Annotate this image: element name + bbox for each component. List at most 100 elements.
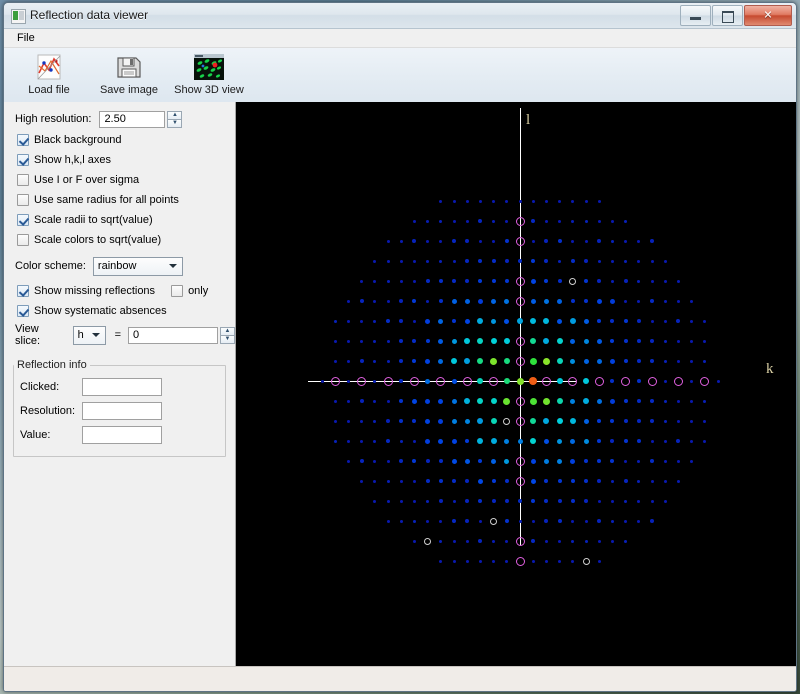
reflection-point (412, 239, 417, 243)
checkbox-use-same-radius-box[interactable] (17, 194, 29, 206)
reflection-point (438, 499, 443, 503)
reflection-point (478, 499, 483, 503)
reflection-point (610, 259, 614, 263)
reflection-point (373, 379, 377, 383)
reflection-point (529, 377, 538, 385)
reflection-point (333, 339, 337, 343)
checkbox-missing-only-box[interactable] (171, 285, 184, 297)
minimize-button[interactable] (680, 5, 711, 26)
view-slice-axis-select[interactable]: h (72, 325, 106, 345)
checkbox-scale-colors[interactable]: Scale colors to sqrt(value) (4, 230, 235, 250)
reflection-info-clicked-input[interactable] (82, 378, 162, 396)
checkbox-black-background[interactable]: Black background (4, 130, 235, 150)
show-3d-view-button[interactable]: Show 3D view (174, 52, 244, 96)
reflection-point (663, 279, 667, 283)
reflection-info-legend: Reflection info (17, 359, 87, 371)
checkbox-show-systematic-absences-box[interactable] (17, 305, 29, 317)
reflection-point (530, 458, 536, 464)
checkbox-show-hkl-axes-box[interactable] (17, 154, 29, 166)
reflection-point (584, 219, 588, 223)
reflection-point (531, 499, 536, 503)
reflection-point (425, 438, 431, 444)
maximize-button[interactable] (712, 5, 743, 26)
reflection-point (425, 378, 431, 384)
checkbox-use-i-or-f-over-sigma-box[interactable] (17, 174, 29, 186)
reflection-point (597, 559, 601, 563)
checkbox-black-background-box[interactable] (17, 134, 29, 146)
reflection-point (451, 418, 457, 424)
checkbox-show-systematic-absences-label: Show systematic absences (34, 305, 167, 317)
reflection-point (360, 279, 364, 283)
reflection-point (412, 339, 417, 343)
reflection-point (690, 459, 694, 463)
menu-bar: File (4, 29, 796, 48)
reflection-point (557, 458, 563, 464)
view-slice-axis-value: h (77, 329, 84, 341)
systematic-absence-marker (503, 417, 511, 425)
reflection-point (412, 219, 416, 223)
checkbox-scale-colors-box[interactable] (17, 234, 29, 246)
checkbox-scale-radii-box[interactable] (17, 214, 29, 226)
reflection-point (597, 199, 601, 203)
missing-reflection-marker (515, 276, 525, 286)
checkbox-use-same-radius[interactable]: Use same radius for all points (4, 190, 235, 210)
reciprocal-lattice-plot[interactable]: l k (236, 102, 796, 666)
reflection-point (517, 438, 523, 444)
reflection-point (543, 298, 549, 304)
reflection-point (543, 438, 549, 444)
reflection-point (477, 378, 484, 384)
systematic-absence-marker (582, 557, 590, 565)
checkbox-show-missing-reflections-box[interactable] (17, 285, 29, 297)
window-controls: ✕ (680, 5, 792, 26)
checkbox-show-hkl-axes[interactable]: Show h,k,l axes (4, 150, 235, 170)
missing-reflection-marker (515, 356, 525, 366)
checkbox-use-i-or-f-over-sigma[interactable]: Use I or F over sigma (4, 170, 235, 190)
window-title: Reflection data viewer (30, 8, 149, 22)
reflection-point (663, 399, 667, 403)
menu-item-file[interactable]: File (17, 32, 35, 44)
reflection-point (412, 279, 416, 283)
checkbox-show-systematic-absences[interactable]: Show systematic absences (4, 301, 235, 321)
reflection-point (490, 338, 497, 344)
save-image-button[interactable]: Save image (98, 52, 160, 96)
reflection-point (610, 219, 614, 223)
reflection-point (558, 219, 562, 223)
reflection-point (426, 239, 430, 243)
reflection-point (399, 239, 403, 243)
reflection-point (624, 239, 628, 243)
reflection-point (333, 319, 337, 323)
view-slice-spinner[interactable]: ▲ ▼ (220, 326, 235, 344)
reflection-point (425, 279, 430, 283)
reflection-point (492, 539, 496, 543)
reflection-point (543, 338, 550, 344)
reflection-point (690, 359, 694, 363)
reflection-point (373, 459, 377, 463)
missing-reflection-marker (673, 376, 683, 386)
checkbox-scale-radii[interactable]: Scale radii to sqrt(value) (4, 210, 235, 230)
load-file-button[interactable]: Load file (18, 52, 80, 96)
reflection-point (491, 298, 497, 304)
high-resolution-spin-down[interactable]: ▼ (167, 119, 183, 128)
reflection-point (346, 419, 350, 423)
view-slice-spin-down[interactable]: ▼ (220, 335, 235, 344)
reflection-point (571, 239, 575, 243)
view-slice-input[interactable] (128, 326, 218, 344)
reflection-point (465, 279, 470, 283)
close-button[interactable]: ✕ (744, 5, 792, 26)
checkbox-black-background-label: Black background (34, 134, 122, 146)
reflection-point (386, 339, 390, 343)
content-area: High resolution: ▲ ▼ Black background Sh… (4, 102, 796, 666)
reflection-point (570, 499, 575, 503)
reflection-info-value-input[interactable] (82, 426, 162, 444)
reflection-point (571, 519, 575, 523)
color-scheme-select[interactable]: rainbow (92, 256, 183, 276)
high-resolution-spin-up[interactable]: ▲ (167, 110, 183, 120)
reflection-point (543, 318, 550, 324)
reflection-point (492, 559, 496, 563)
view-slice-spin-up[interactable]: ▲ (220, 326, 235, 336)
reflection-point (569, 318, 576, 324)
reflection-point (346, 459, 350, 463)
reflection-info-resolution-input[interactable] (82, 402, 162, 420)
high-resolution-spinner[interactable]: ▲ ▼ (167, 110, 183, 128)
high-resolution-input[interactable] (99, 110, 166, 128)
